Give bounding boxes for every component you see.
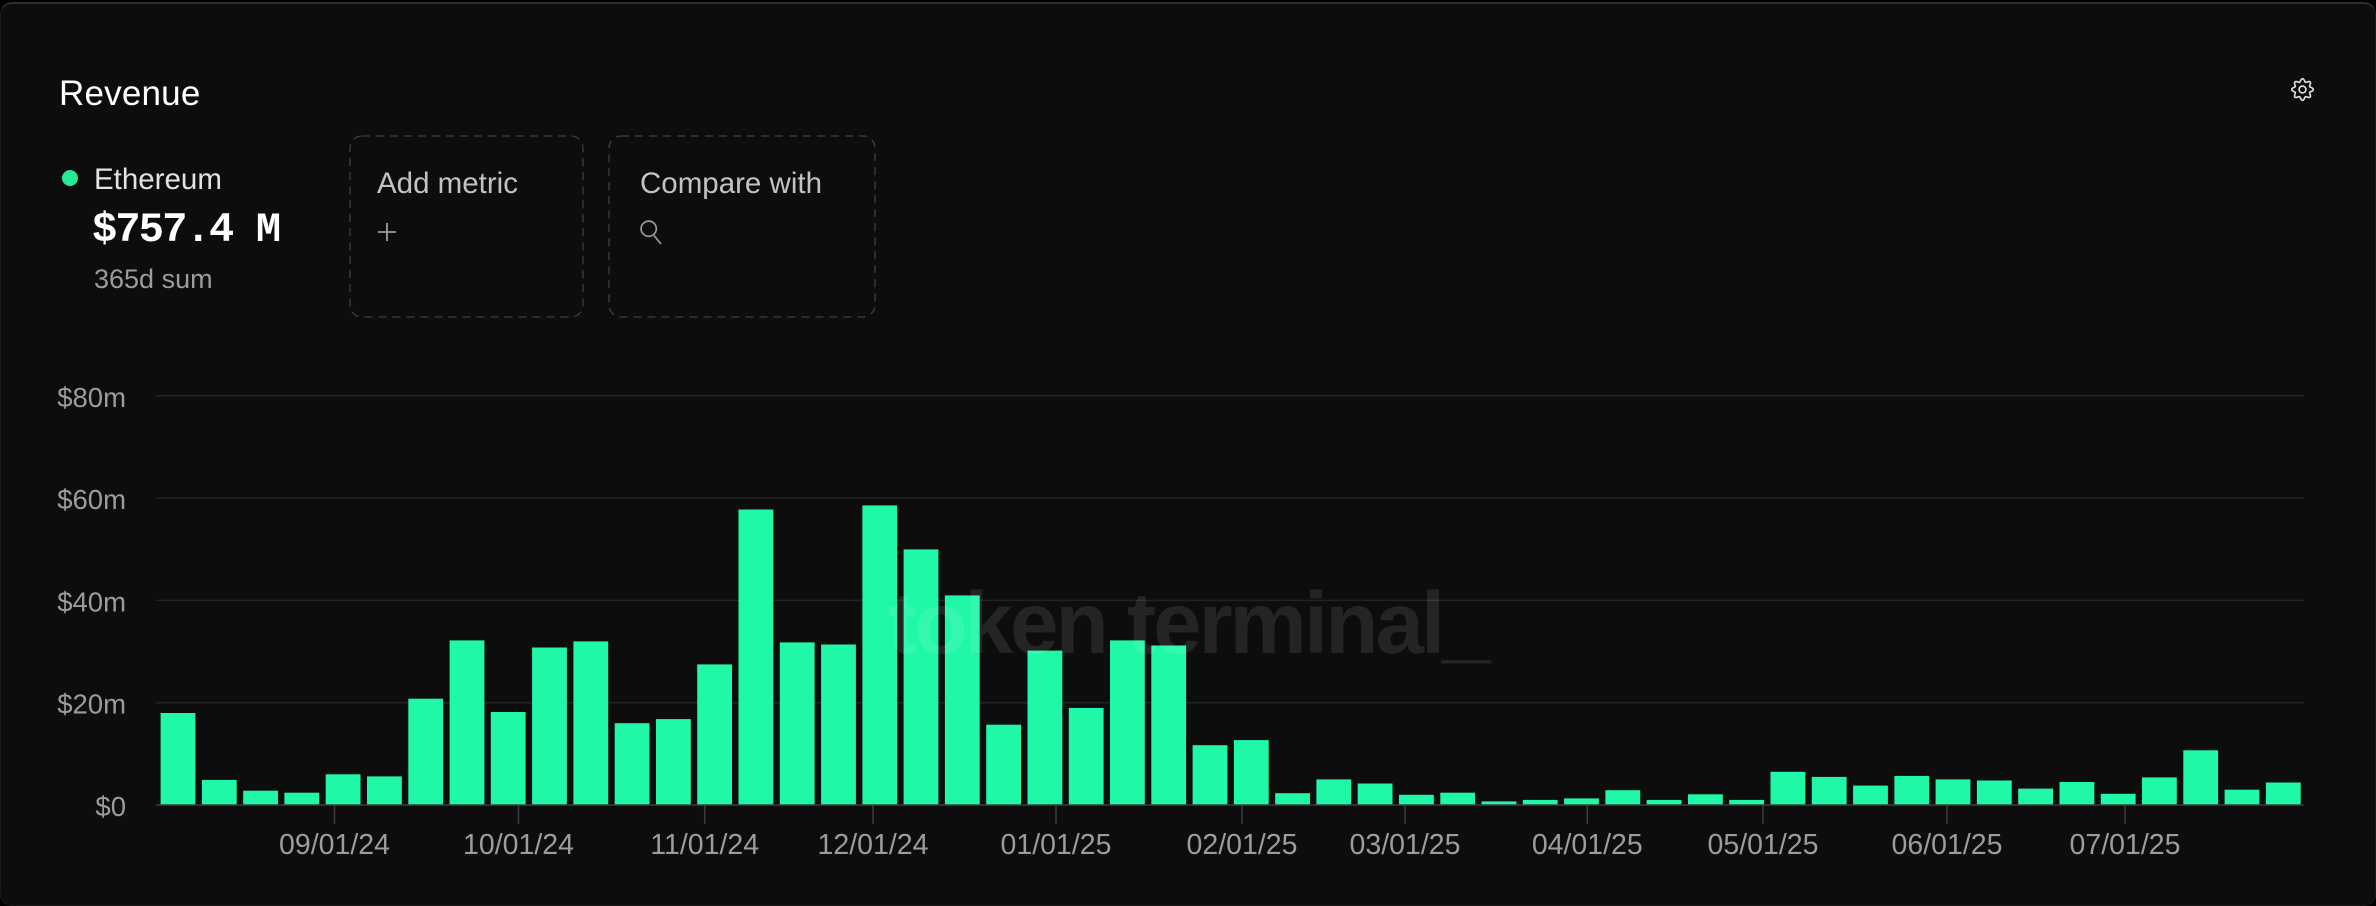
svg-text:$40m: $40m [57,586,126,617]
svg-text:04/01/25: 04/01/25 [1532,829,1643,861]
svg-text:09/01/24: 09/01/24 [279,829,390,861]
svg-text:01/01/25: 01/01/25 [1001,829,1112,861]
svg-text:05/01/25: 05/01/25 [1708,829,1819,861]
svg-text:$20m: $20m [57,689,126,720]
svg-text:12/01/24: 12/01/24 [818,829,929,861]
svg-text:02/01/25: 02/01/25 [1187,829,1298,861]
svg-text:11/01/24: 11/01/24 [650,829,759,861]
svg-text:06/01/25: 06/01/25 [1892,829,2003,861]
svg-text:$80m: $80m [57,382,126,413]
svg-text:$0: $0 [95,791,126,822]
svg-text:10/01/24: 10/01/24 [463,829,574,861]
svg-text:$60m: $60m [57,484,126,515]
svg-text:07/01/25: 07/01/25 [2070,829,2181,861]
svg-text:03/01/25: 03/01/25 [1350,829,1461,861]
